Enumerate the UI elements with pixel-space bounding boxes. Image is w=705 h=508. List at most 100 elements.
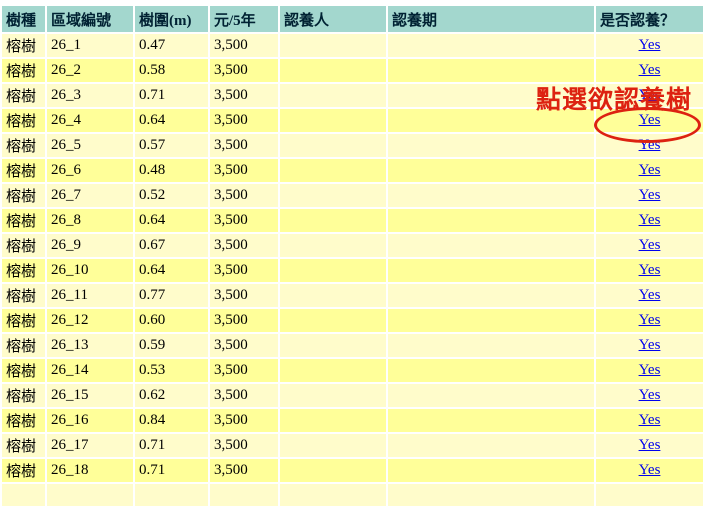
table-row: 榕樹 26_12 0.60 3,500 Yes — [2, 309, 703, 332]
table-row-partial — [2, 484, 703, 506]
cell-girth: 0.64 — [135, 259, 208, 282]
adopt-yes-link[interactable]: Yes — [638, 387, 661, 403]
adopt-yes-link[interactable]: Yes — [638, 212, 661, 228]
cell-area-id: 26_11 — [47, 284, 133, 307]
cell-period — [388, 359, 594, 382]
adopt-yes-link[interactable]: Yes — [638, 187, 661, 203]
cell-period — [388, 409, 594, 432]
adopt-yes-link[interactable]: Yes — [638, 162, 661, 178]
cell-species: 榕樹 — [2, 234, 45, 257]
cell-price: 3,500 — [210, 234, 278, 257]
cell-area-id: 26_2 — [47, 59, 133, 82]
cell-area-id: 26_10 — [47, 259, 133, 282]
cell-adopter — [280, 109, 386, 132]
cell-area-id: 26_16 — [47, 409, 133, 432]
adopt-yes-link[interactable]: Yes — [638, 237, 661, 253]
cell-adopt: Yes — [596, 409, 703, 432]
cell-adopter — [280, 59, 386, 82]
cell-price: 3,500 — [210, 359, 278, 382]
col-header-girth: 樹圍(m) — [135, 6, 208, 32]
cell-adopter — [280, 359, 386, 382]
cell-period — [388, 159, 594, 182]
cell-period — [388, 59, 594, 82]
cell-adopt: Yes — [596, 334, 703, 357]
adopt-yes-link[interactable]: Yes — [638, 312, 661, 328]
cell-period — [388, 434, 594, 457]
cell-adopter — [280, 234, 386, 257]
adopt-yes-link[interactable]: Yes — [638, 437, 661, 453]
cell-adopt: Yes — [596, 284, 703, 307]
cell-area-id: 26_5 — [47, 134, 133, 157]
cell-price: 3,500 — [210, 384, 278, 407]
adopt-yes-link[interactable]: Yes — [638, 112, 661, 128]
cell-price: 3,500 — [210, 284, 278, 307]
cell-price: 3,500 — [210, 184, 278, 207]
cell-price: 3,500 — [210, 434, 278, 457]
table-row: 榕樹 26_11 0.77 3,500 Yes — [2, 284, 703, 307]
cell-girth: 0.59 — [135, 334, 208, 357]
cell-species: 榕樹 — [2, 84, 45, 107]
cell-adopter — [280, 84, 386, 107]
table-row: 榕樹 26_1 0.47 3,500 Yes — [2, 34, 703, 57]
cell-price: 3,500 — [210, 334, 278, 357]
table-row: 榕樹 26_6 0.48 3,500 Yes — [2, 159, 703, 182]
cell-adopt: Yes — [596, 459, 703, 482]
cell-adopt: Yes — [596, 234, 703, 257]
cell-adopter — [280, 209, 386, 232]
cell-area-id: 26_1 — [47, 34, 133, 57]
cell-adopt: Yes — [596, 184, 703, 207]
cell-area-id: 26_13 — [47, 334, 133, 357]
adopt-yes-link[interactable]: Yes — [638, 62, 661, 78]
cell-adopt: Yes — [596, 359, 703, 382]
cell-species: 榕樹 — [2, 159, 45, 182]
cell-area-id: 26_4 — [47, 109, 133, 132]
cell-area-id: 26_17 — [47, 434, 133, 457]
adopt-yes-link[interactable]: Yes — [638, 362, 661, 378]
adopt-yes-link[interactable]: Yes — [638, 287, 661, 303]
cell-species: 榕樹 — [2, 59, 45, 82]
cell-adopter — [280, 184, 386, 207]
adopt-yes-link[interactable]: Yes — [638, 37, 661, 53]
cell-price: 3,500 — [210, 209, 278, 232]
cell-price: 3,500 — [210, 134, 278, 157]
cell-girth: 0.62 — [135, 384, 208, 407]
cell-price: 3,500 — [210, 109, 278, 132]
cell-area-id: 26_9 — [47, 234, 133, 257]
table-row: 榕樹 26_7 0.52 3,500 Yes — [2, 184, 703, 207]
cell-adopter — [280, 159, 386, 182]
cell-girth: 0.47 — [135, 34, 208, 57]
table-row: 榕樹 26_3 0.71 3,500 Yes — [2, 84, 703, 107]
cell-adopt: Yes — [596, 134, 703, 157]
adopt-yes-link[interactable]: Yes — [638, 137, 661, 153]
table-row: 榕樹 26_4 0.64 3,500 Yes — [2, 109, 703, 132]
adopt-yes-link[interactable]: Yes — [638, 412, 661, 428]
cell-species: 榕樹 — [2, 184, 45, 207]
cell-area-id: 26_14 — [47, 359, 133, 382]
cell-period — [388, 34, 594, 57]
cell-girth: 0.71 — [135, 434, 208, 457]
cell-girth: 0.57 — [135, 134, 208, 157]
table-row: 榕樹 26_2 0.58 3,500 Yes — [2, 59, 703, 82]
cell-species: 榕樹 — [2, 334, 45, 357]
adopt-yes-link[interactable]: Yes — [638, 337, 661, 353]
adopt-yes-link[interactable]: Yes — [638, 462, 661, 478]
cell-area-id: 26_18 — [47, 459, 133, 482]
cell-adopter — [280, 309, 386, 332]
cell-adopt: Yes — [596, 434, 703, 457]
adopt-yes-link[interactable]: Yes — [638, 87, 661, 103]
cell-period — [388, 309, 594, 332]
cell-period — [388, 84, 594, 107]
cell-adopt: Yes — [596, 209, 703, 232]
cell-adopt: Yes — [596, 384, 703, 407]
cell-girth: 0.71 — [135, 459, 208, 482]
cell-species: 榕樹 — [2, 34, 45, 57]
table-header-row: 樹種 區域編號 樹圍(m) 元/5年 認養人 認養期 是否認養？ — [2, 6, 703, 32]
cell-adopter — [280, 259, 386, 282]
adopt-yes-link[interactable]: Yes — [638, 262, 661, 278]
cell-period — [388, 234, 594, 257]
cell-species: 榕樹 — [2, 259, 45, 282]
cell-species: 榕樹 — [2, 359, 45, 382]
table-row: 榕樹 26_17 0.71 3,500 Yes — [2, 434, 703, 457]
table-row: 榕樹 26_15 0.62 3,500 Yes — [2, 384, 703, 407]
cell-adopter — [280, 409, 386, 432]
